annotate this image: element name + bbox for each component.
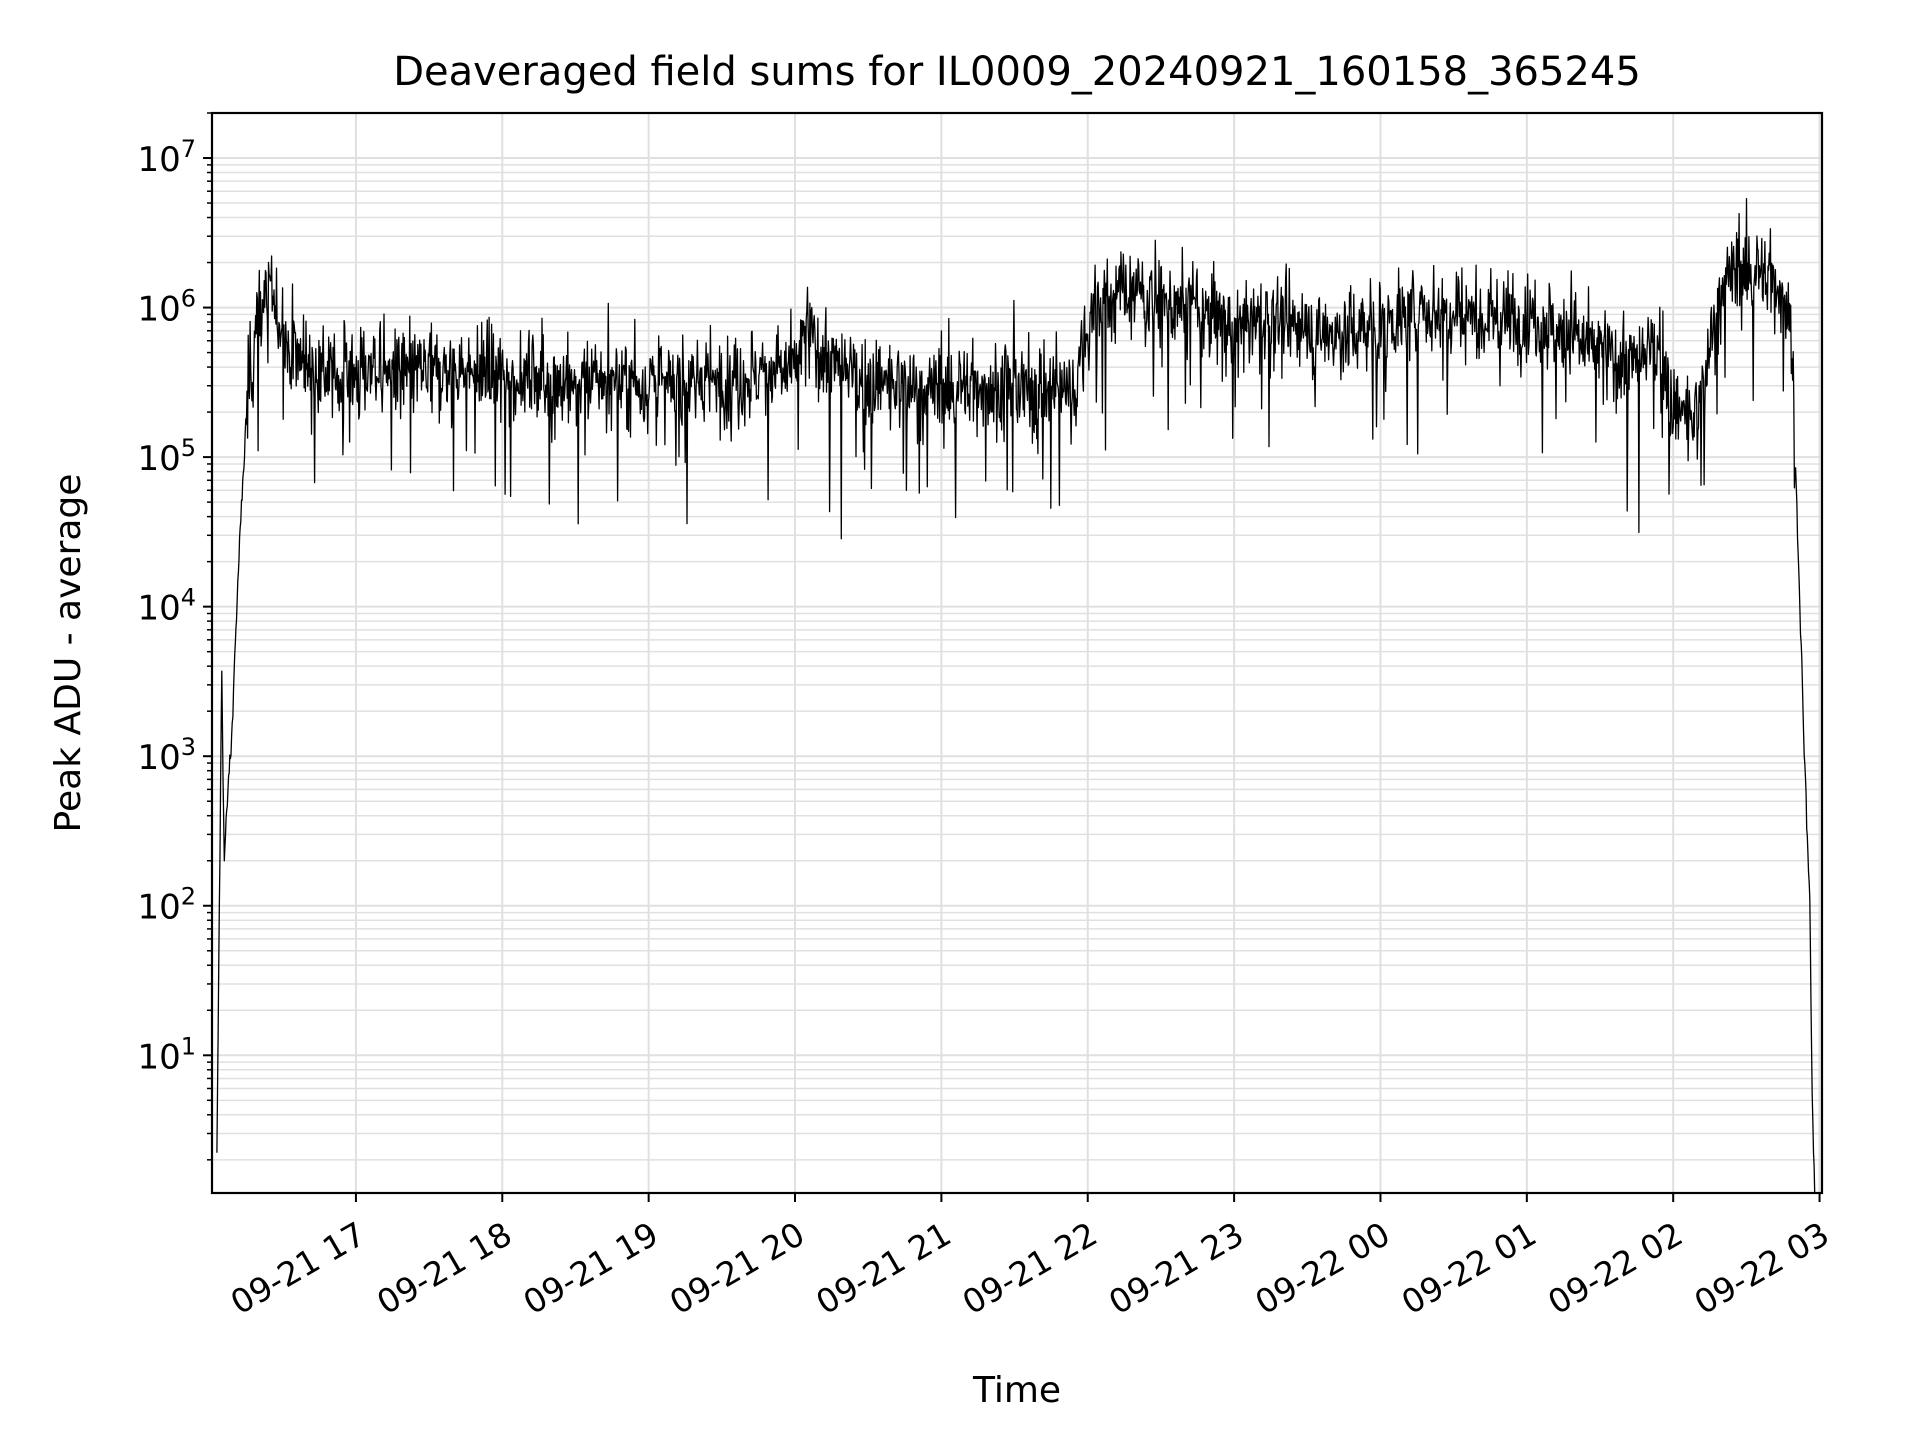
series-line xyxy=(216,197,1816,1194)
x-axis-label: Time xyxy=(972,1370,1061,1411)
y-tick-label: 107 xyxy=(137,135,196,180)
y-tick-label: 103 xyxy=(137,733,196,778)
y-tick-label: 102 xyxy=(137,883,196,928)
y-tick-label: 106 xyxy=(137,285,196,330)
chart-title: Deaveraged field sums for IL0009_2024092… xyxy=(393,49,1641,95)
grid xyxy=(212,112,1822,1193)
plot-frame xyxy=(210,111,1824,1195)
plot-area xyxy=(216,197,1816,1194)
y-axis: 101 102 103 104 105 106 107 xyxy=(137,112,212,1161)
y-axis-label: Peak ADU - average xyxy=(48,474,89,833)
y-tick-label: 105 xyxy=(137,434,196,479)
y-tick-label: 101 xyxy=(137,1032,196,1077)
y-tick-label: 104 xyxy=(137,584,196,629)
